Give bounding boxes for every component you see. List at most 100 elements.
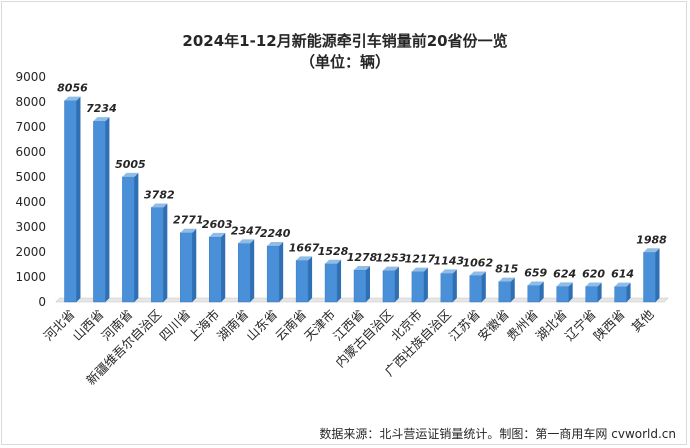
data-label: 1217 <box>405 253 436 266</box>
bar-front <box>556 286 569 303</box>
x-tick-label: 陕西省 <box>591 307 628 344</box>
bar <box>643 248 660 303</box>
bar <box>122 172 139 303</box>
bar-front <box>209 236 222 303</box>
bar-front <box>122 176 135 303</box>
bar-side <box>655 248 660 302</box>
bar-top <box>354 266 370 271</box>
bar-top <box>498 277 515 282</box>
data-label: 3782 <box>144 188 175 201</box>
data-label: 620 <box>582 268 605 281</box>
data-label: 1988 <box>636 233 667 246</box>
x-tick-label: 云南省 <box>272 307 309 344</box>
x-tick-label: 上海市 <box>185 307 222 344</box>
axis-layer: 0 1000 2000 3000 4000 5000 6000 7000 8000 9000 <box>15 70 669 309</box>
bar <box>411 267 428 303</box>
bar-top <box>296 256 313 261</box>
bar-top <box>267 242 284 246</box>
bar-layer <box>64 96 660 303</box>
bar <box>527 281 544 303</box>
bar-top <box>180 228 197 233</box>
data-label: 1667 <box>289 241 320 254</box>
bar <box>209 232 226 303</box>
bar-top <box>469 271 486 276</box>
x-tick-label: 湖北省 <box>533 307 570 344</box>
y-tick-label: 6000 <box>15 145 46 159</box>
y-tick-label: 3000 <box>15 220 46 234</box>
data-source-note: 数据来源：北斗营运证销量统计。制图：第一商用车网 cvworld.cn <box>319 427 676 441</box>
bar-side <box>452 269 457 302</box>
bar <box>353 266 370 303</box>
data-label: 2771 <box>173 214 204 227</box>
bar-side <box>250 239 255 302</box>
bar-side <box>163 203 168 302</box>
bar-front <box>382 270 396 303</box>
y-tick-label: 1000 <box>15 270 46 284</box>
y-tick-label: 8000 <box>15 95 46 109</box>
bar-top <box>556 282 573 287</box>
bar-front <box>353 269 367 303</box>
y-tick-label: 5000 <box>15 170 46 184</box>
bar-front <box>527 285 540 303</box>
bar <box>93 117 110 303</box>
bar-top <box>585 282 602 287</box>
x-tick-label: 河北省 <box>40 307 77 344</box>
bar <box>498 277 515 303</box>
bar-top <box>151 203 168 208</box>
bar <box>237 239 255 303</box>
bar-top <box>209 232 226 237</box>
bar-top <box>93 117 110 122</box>
bar-top <box>643 248 660 253</box>
x-tick-label: 湖南省 <box>214 307 251 344</box>
bar-side <box>366 266 370 302</box>
bar <box>180 228 197 303</box>
bar-top <box>238 239 255 244</box>
bar-front <box>237 243 251 303</box>
bar-front <box>151 207 164 303</box>
bar-side <box>192 228 197 302</box>
bar <box>440 269 457 303</box>
data-label: 2603 <box>202 218 233 231</box>
x-tick-label: 山西省 <box>69 307 106 344</box>
bar-front <box>266 245 280 303</box>
bar-front <box>295 260 309 303</box>
bar <box>151 203 168 303</box>
bar-side <box>539 281 544 302</box>
bar-front <box>643 252 656 303</box>
x-tick-label: 贵州省 <box>504 307 541 344</box>
bar-front <box>469 275 483 303</box>
bar-side <box>105 117 110 303</box>
bar-top <box>527 281 544 286</box>
data-label: 2240 <box>260 227 291 240</box>
bar-side <box>510 277 515 302</box>
y-tick-label: 9000 <box>15 70 46 84</box>
bar-side <box>597 282 602 302</box>
chart-subtitle: （单位：辆） <box>299 53 390 71</box>
x-tick-label: 天津市 <box>301 307 338 344</box>
bar-side <box>221 232 226 302</box>
bar-side <box>423 267 428 302</box>
bar-side <box>626 282 631 302</box>
bar-front <box>585 286 598 303</box>
x-tick-label: 辽宁省 <box>562 307 599 344</box>
bar <box>64 96 81 303</box>
bar-front <box>64 100 77 303</box>
data-label: 7234 <box>86 102 117 115</box>
bar-side <box>279 242 284 302</box>
bar <box>295 256 313 303</box>
bar-front <box>614 286 627 303</box>
data-label: 1062 <box>462 256 493 269</box>
bar-front <box>411 271 425 303</box>
x-tick-label: 四川省 <box>156 307 193 344</box>
x-tick-label: 其他 <box>628 306 657 335</box>
bar <box>585 282 602 303</box>
bar-top <box>122 172 139 177</box>
bar <box>266 242 284 303</box>
bar <box>382 266 399 303</box>
bar-top <box>325 259 342 264</box>
x-tick-label: 山东省 <box>243 307 280 344</box>
bar-front <box>324 263 338 303</box>
data-label: 1253 <box>376 252 407 265</box>
y-tick-label: 4000 <box>15 195 46 209</box>
